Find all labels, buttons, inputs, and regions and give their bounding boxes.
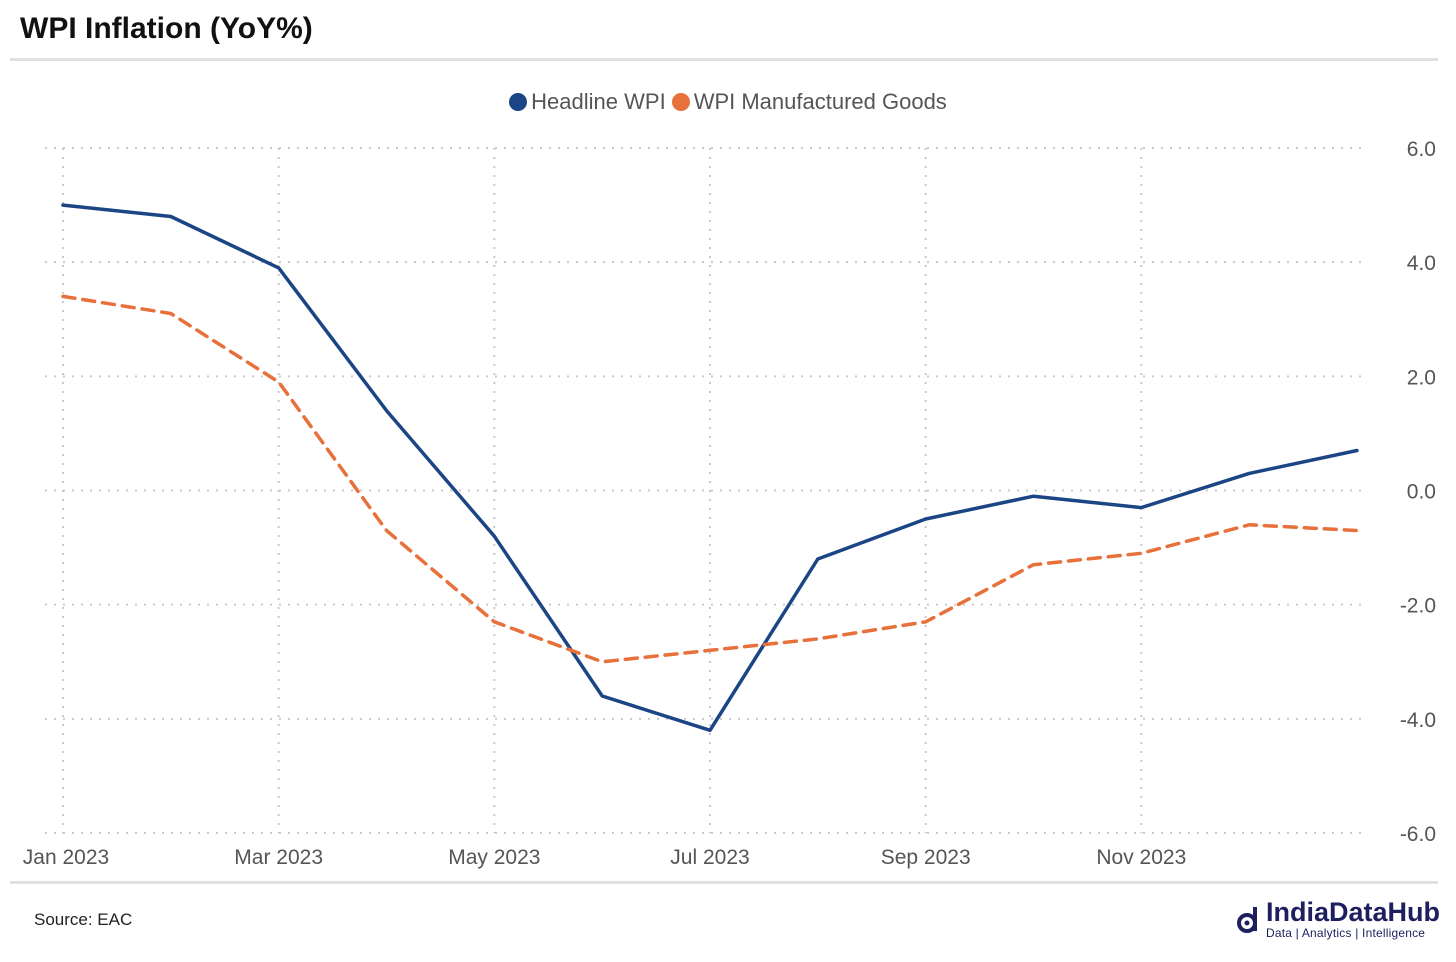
- legend-dot-icon: [671, 93, 690, 111]
- series-line-wpi-manufactured-goods: [61, 294, 1359, 664]
- india-data-hub-logo-icon: [1236, 907, 1257, 933]
- y-tick-label: 0.0: [1407, 481, 1436, 504]
- top-divider: [10, 58, 1438, 61]
- brand-tagline: Data | Analytics | Intelligence: [1265, 926, 1426, 940]
- legend-dot-icon: [509, 93, 528, 111]
- chart-title: WPI Inflation (YoY%): [20, 12, 313, 45]
- legend-label: WPI Manufactured Goods: [693, 89, 947, 114]
- x-tick-label: Sep 2023: [881, 846, 971, 869]
- legend: Headline WPI WPI Manufactured Goods: [0, 89, 1456, 115]
- brand-logo: IndiaDataHub Data | Analytics | Intellig…: [1236, 898, 1440, 940]
- source-note: Source: EAC: [34, 910, 133, 929]
- x-tick-label: Jul 2023: [670, 846, 749, 869]
- y-tick-label: -4.0: [1400, 709, 1436, 732]
- brand-name: IndiaDataHub: [1265, 897, 1440, 927]
- bottom-divider: [10, 881, 1438, 884]
- y-tick-label: 4.0: [1407, 252, 1436, 275]
- x-tick-label: Mar 2023: [234, 846, 323, 869]
- x-tick-label: Nov 2023: [1096, 846, 1186, 869]
- x-tick-label: Jan 2023: [23, 846, 109, 869]
- legend-item-headline-wpi[interactable]: Headline WPI: [509, 89, 666, 115]
- y-tick-label: -6.0: [1400, 823, 1436, 846]
- legend-item-wpi-manufactured-goods[interactable]: WPI Manufactured Goods: [671, 89, 947, 115]
- y-tick-label: 2.0: [1407, 366, 1436, 389]
- series-line-headline-wpi: [61, 203, 1359, 733]
- y-tick-label: -2.0: [1400, 595, 1436, 618]
- y-tick-label: 6.0: [1407, 138, 1436, 161]
- legend-label: Headline WPI: [531, 89, 666, 114]
- x-tick-label: May 2023: [448, 846, 540, 869]
